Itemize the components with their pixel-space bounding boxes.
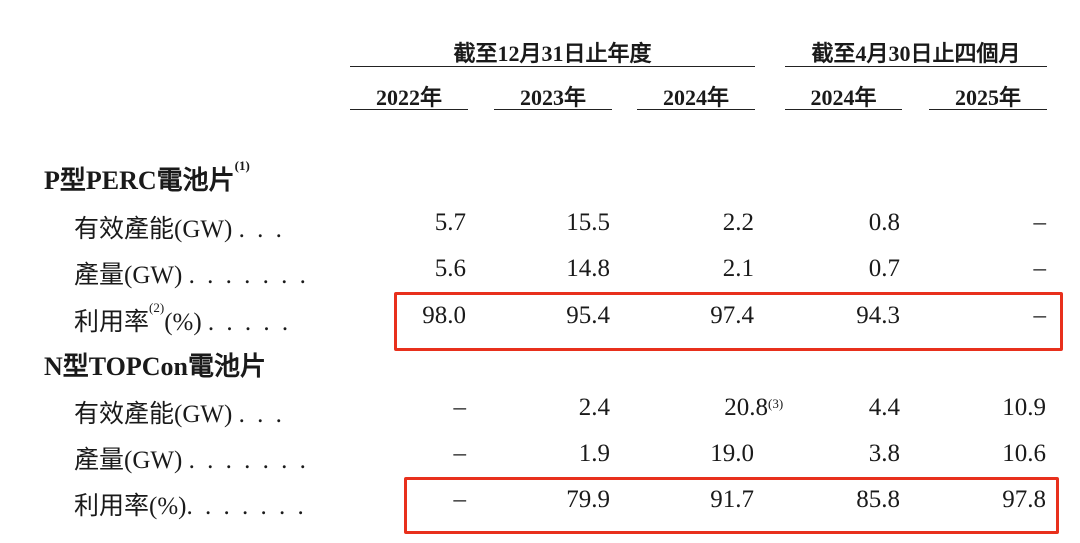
cell-perc-capacity-2025-4m: – bbox=[1033, 209, 1047, 236]
column-header-2023: 2023年 bbox=[519, 85, 586, 110]
cell-perc-output-2024-4m: 0.7 bbox=[868, 255, 900, 282]
cell-topcon-utilization-2023: 79.9 bbox=[566, 486, 610, 513]
cell-perc-output-2023: 14.8 bbox=[566, 255, 610, 282]
cell-topcon-output-2022: – bbox=[453, 440, 467, 467]
group-header-year-ended: 截至12月31日止年度 bbox=[453, 41, 652, 66]
cell-topcon-capacity-2024: 20.8 (3) bbox=[724, 394, 783, 422]
group-rule-year-ended bbox=[350, 66, 755, 67]
cell-topcon-utilization-2024-4m: 85.8 bbox=[856, 486, 900, 513]
section-title-text: P型PERC電池片 bbox=[44, 166, 235, 195]
highlight-box-topcon-utilization bbox=[404, 477, 1059, 534]
row-label-text: 產量(GW) bbox=[74, 447, 183, 474]
row-label-perc-capacity: 有效產能(GW) . . . bbox=[74, 209, 285, 245]
cell-topcon-utilization-2024: 91.7 bbox=[710, 486, 754, 513]
column-rule-2025-4m bbox=[929, 109, 1047, 110]
cell-perc-utilization-2025-4m: – bbox=[1033, 302, 1047, 329]
leader-dots: . . . . . bbox=[207, 309, 292, 336]
cell-perc-output-2025-4m: – bbox=[1033, 255, 1047, 282]
leader-dots: . . . . . . . bbox=[188, 447, 309, 474]
row-label-text: 有效產能(GW) bbox=[74, 401, 233, 428]
cell-topcon-capacity-2023: 2.4 bbox=[578, 394, 610, 421]
cell-perc-capacity-2024: 2.2 bbox=[722, 209, 754, 236]
row-label-topcon-capacity: 有效產能(GW) . . . bbox=[74, 394, 285, 430]
footnote-marker: (3) bbox=[768, 396, 784, 411]
cell-perc-capacity-2022: 5.7 bbox=[434, 209, 466, 236]
row-label-topcon-utilization: 利用率(%). . . . . . . bbox=[74, 486, 307, 522]
cell-perc-utilization-2024: 97.4 bbox=[710, 302, 754, 329]
row-label-text: 利用率(%) bbox=[74, 493, 187, 520]
column-rule-2024 bbox=[637, 109, 755, 110]
leader-dots: . . . . . . . bbox=[186, 493, 307, 520]
cell-topcon-output-2024: 19.0 bbox=[710, 440, 754, 467]
cell-topcon-capacity-2025-4m: 10.9 bbox=[1002, 394, 1046, 421]
footnote-marker: (1) bbox=[234, 158, 250, 173]
leader-dots: . . . . . . . bbox=[188, 262, 309, 289]
cell-topcon-utilization-2025-4m: 97.8 bbox=[1002, 486, 1046, 513]
section-title-perc: P型PERC電池片(1) bbox=[44, 158, 250, 197]
column-rule-2023 bbox=[494, 109, 612, 110]
cell-topcon-output-2025-4m: 10.6 bbox=[1002, 440, 1046, 467]
cell-value: 20.8 bbox=[724, 394, 768, 421]
cell-perc-output-2022: 5.6 bbox=[434, 255, 466, 282]
column-rule-2024-4m bbox=[785, 109, 902, 110]
section-title-text: N型TOPCon電池片 bbox=[44, 352, 266, 381]
row-label-text: 產量(GW) bbox=[74, 262, 183, 289]
cell-topcon-capacity-2022: – bbox=[453, 394, 467, 421]
leader-dots: . . . bbox=[238, 401, 285, 428]
footnote-marker: (2) bbox=[149, 300, 165, 315]
row-label-text: 有效產能(GW) bbox=[74, 216, 233, 243]
section-title-topcon: N型TOPCon電池片 bbox=[44, 346, 266, 383]
group-header-four-months: 截至4月30日止四個月 bbox=[811, 41, 1021, 66]
row-label-unit: (%) bbox=[164, 309, 202, 336]
highlight-box-perc-utilization bbox=[394, 292, 1063, 351]
cell-topcon-utilization-2022: – bbox=[453, 486, 467, 513]
row-label-perc-utilization: 利用率(2)(%) . . . . . bbox=[74, 300, 292, 338]
cell-perc-utilization-2022: 98.0 bbox=[422, 302, 466, 329]
row-label-topcon-output: 產量(GW) . . . . . . . bbox=[74, 440, 309, 476]
column-rule-2022 bbox=[350, 109, 468, 110]
row-label-perc-output: 產量(GW) . . . . . . . bbox=[74, 255, 309, 291]
column-header-2024: 2024年 bbox=[662, 85, 729, 110]
cell-topcon-output-2024-4m: 3.8 bbox=[868, 440, 900, 467]
cell-perc-utilization-2024-4m: 94.3 bbox=[856, 302, 900, 329]
cell-perc-capacity-2023: 15.5 bbox=[566, 209, 610, 236]
cell-perc-output-2024: 2.1 bbox=[722, 255, 754, 282]
column-header-2025-4m: 2025年 bbox=[954, 85, 1021, 110]
column-header-2022: 2022年 bbox=[375, 85, 442, 110]
column-header-2024-4m: 2024年 bbox=[810, 85, 877, 110]
group-rule-four-months bbox=[785, 66, 1047, 67]
cell-topcon-output-2023: 1.9 bbox=[578, 440, 610, 467]
cell-topcon-capacity-2024-4m: 4.4 bbox=[868, 394, 900, 421]
row-label-text: 利用率 bbox=[74, 309, 150, 336]
cell-perc-capacity-2024-4m: 0.8 bbox=[868, 209, 900, 236]
cell-perc-utilization-2023: 95.4 bbox=[566, 302, 610, 329]
leader-dots: . . . bbox=[238, 216, 285, 243]
